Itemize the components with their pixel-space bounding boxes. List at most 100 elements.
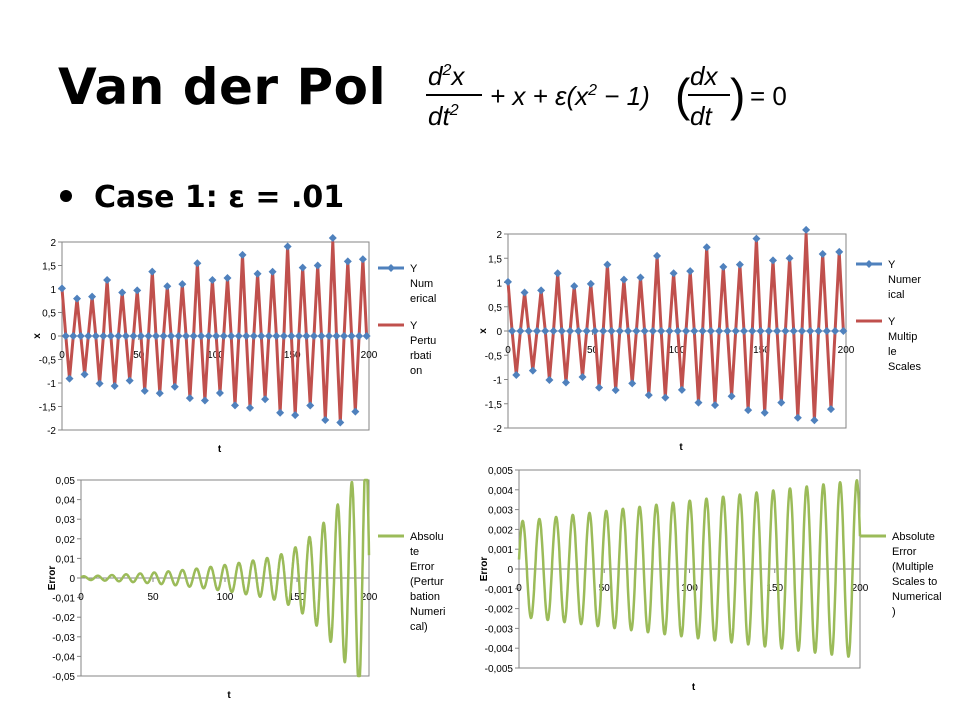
bullet-dot — [60, 189, 72, 202]
data-point — [136, 332, 145, 340]
data-point — [182, 332, 191, 340]
data-point — [839, 327, 848, 335]
data-point — [234, 332, 243, 340]
data-point — [321, 416, 330, 425]
data-point — [822, 327, 831, 335]
data-point — [632, 327, 641, 335]
data-point — [58, 284, 66, 293]
data-point — [532, 327, 541, 335]
data-point — [84, 332, 93, 340]
legend-label: rbati — [410, 350, 431, 362]
data-point — [193, 259, 202, 268]
data-point — [636, 273, 645, 282]
data-point — [706, 327, 715, 335]
y-tick-label: 0,004 — [488, 486, 513, 497]
data-point — [283, 242, 292, 251]
y-tick-label: 0,5 — [488, 303, 502, 314]
data-point — [553, 269, 562, 278]
data-point — [781, 327, 790, 335]
y-tick-label: -0,003 — [485, 624, 514, 635]
data-point — [512, 370, 521, 379]
data-point — [88, 292, 97, 301]
data-point — [586, 279, 595, 288]
x-tick-label: 200 — [852, 583, 869, 594]
data-point — [279, 332, 288, 340]
data-point — [336, 418, 345, 427]
data-point — [152, 332, 161, 340]
data-point — [760, 408, 769, 417]
y-axis-label: x — [32, 333, 43, 339]
y-tick-label: -0,05 — [52, 672, 75, 683]
data-point — [735, 260, 744, 269]
y-tick-label: 0,04 — [56, 496, 76, 507]
data-point — [99, 332, 108, 340]
y-tick-label: -0,005 — [485, 664, 514, 675]
data-point — [249, 332, 258, 340]
data-point — [570, 282, 579, 291]
data-point — [253, 269, 262, 278]
y-tick-label: -0,5 — [39, 356, 57, 367]
data-point — [110, 381, 119, 390]
data-point — [174, 332, 183, 340]
data-point — [520, 288, 529, 297]
data-point — [537, 286, 546, 295]
bullet-text: Case 1: ε = .01 — [94, 180, 345, 215]
data-point — [810, 416, 819, 425]
legend-label: erical — [410, 293, 436, 305]
data-point — [516, 327, 525, 335]
data-point — [752, 234, 761, 243]
data-point — [325, 332, 334, 340]
data-point — [719, 262, 728, 271]
x-tick-label: 50 — [599, 583, 611, 594]
eq-dx: dx — [690, 61, 718, 91]
x-tick-label: 0 — [516, 583, 522, 594]
data-point — [223, 273, 232, 282]
data-point — [715, 327, 724, 335]
data-point — [545, 376, 554, 385]
x-axis-label: t — [692, 682, 696, 693]
x-tick-label: 0 — [505, 345, 511, 356]
y-tick-label: -0,004 — [485, 644, 514, 655]
data-point — [167, 332, 176, 340]
data-point — [682, 327, 691, 335]
eq-d2-numerator: d2x — [428, 61, 465, 91]
y-tick-label: 0,003 — [488, 506, 513, 517]
data-point — [702, 243, 711, 252]
data-point — [686, 267, 695, 276]
data-point — [204, 332, 213, 340]
data-point — [653, 251, 662, 260]
x-axis-label: t — [218, 444, 222, 455]
y-axis-label: x — [478, 328, 489, 334]
data-point — [302, 332, 311, 340]
data-point — [178, 280, 187, 289]
data-point — [661, 393, 670, 402]
data-point — [590, 327, 599, 335]
y-axis-label: Error — [47, 566, 58, 591]
chart-c3: 0,050,040,030,020,010-0,01-0,02-0,03-0,0… — [47, 476, 445, 701]
data-point — [170, 382, 179, 391]
chart-c2: 21,510,50-0,5-1-1,5-20 50 100 150 200txYNume… — [478, 225, 922, 453]
data-point — [80, 370, 89, 379]
x-axis-label: t — [679, 442, 683, 453]
y-tick-label: 0,005 — [488, 466, 513, 477]
data-point — [125, 376, 134, 385]
x-tick-label: 100 — [669, 345, 686, 356]
y-tick-label: 1,5 — [488, 254, 502, 265]
data-point — [106, 332, 115, 340]
legend-label: Error — [410, 561, 435, 573]
data-point — [73, 294, 82, 303]
data-point — [615, 327, 624, 335]
y-tick-label: -0,01 — [52, 594, 75, 605]
data-point — [768, 256, 777, 265]
legend-label: (Multiple — [892, 561, 934, 573]
svg-text:(: ( — [675, 69, 691, 121]
data-point — [200, 396, 209, 405]
eq-middle: + x + ε(x2 − 1) — [490, 81, 650, 111]
y-tick-label: -1,5 — [485, 400, 503, 411]
chart-c1: 21,510,50-0,5-1-1,5-20 50 100 150 200txYNume… — [32, 234, 436, 455]
data-point — [159, 332, 168, 340]
y-tick-label: 2 — [496, 230, 502, 241]
data-point — [155, 389, 164, 398]
data-point — [351, 407, 360, 416]
